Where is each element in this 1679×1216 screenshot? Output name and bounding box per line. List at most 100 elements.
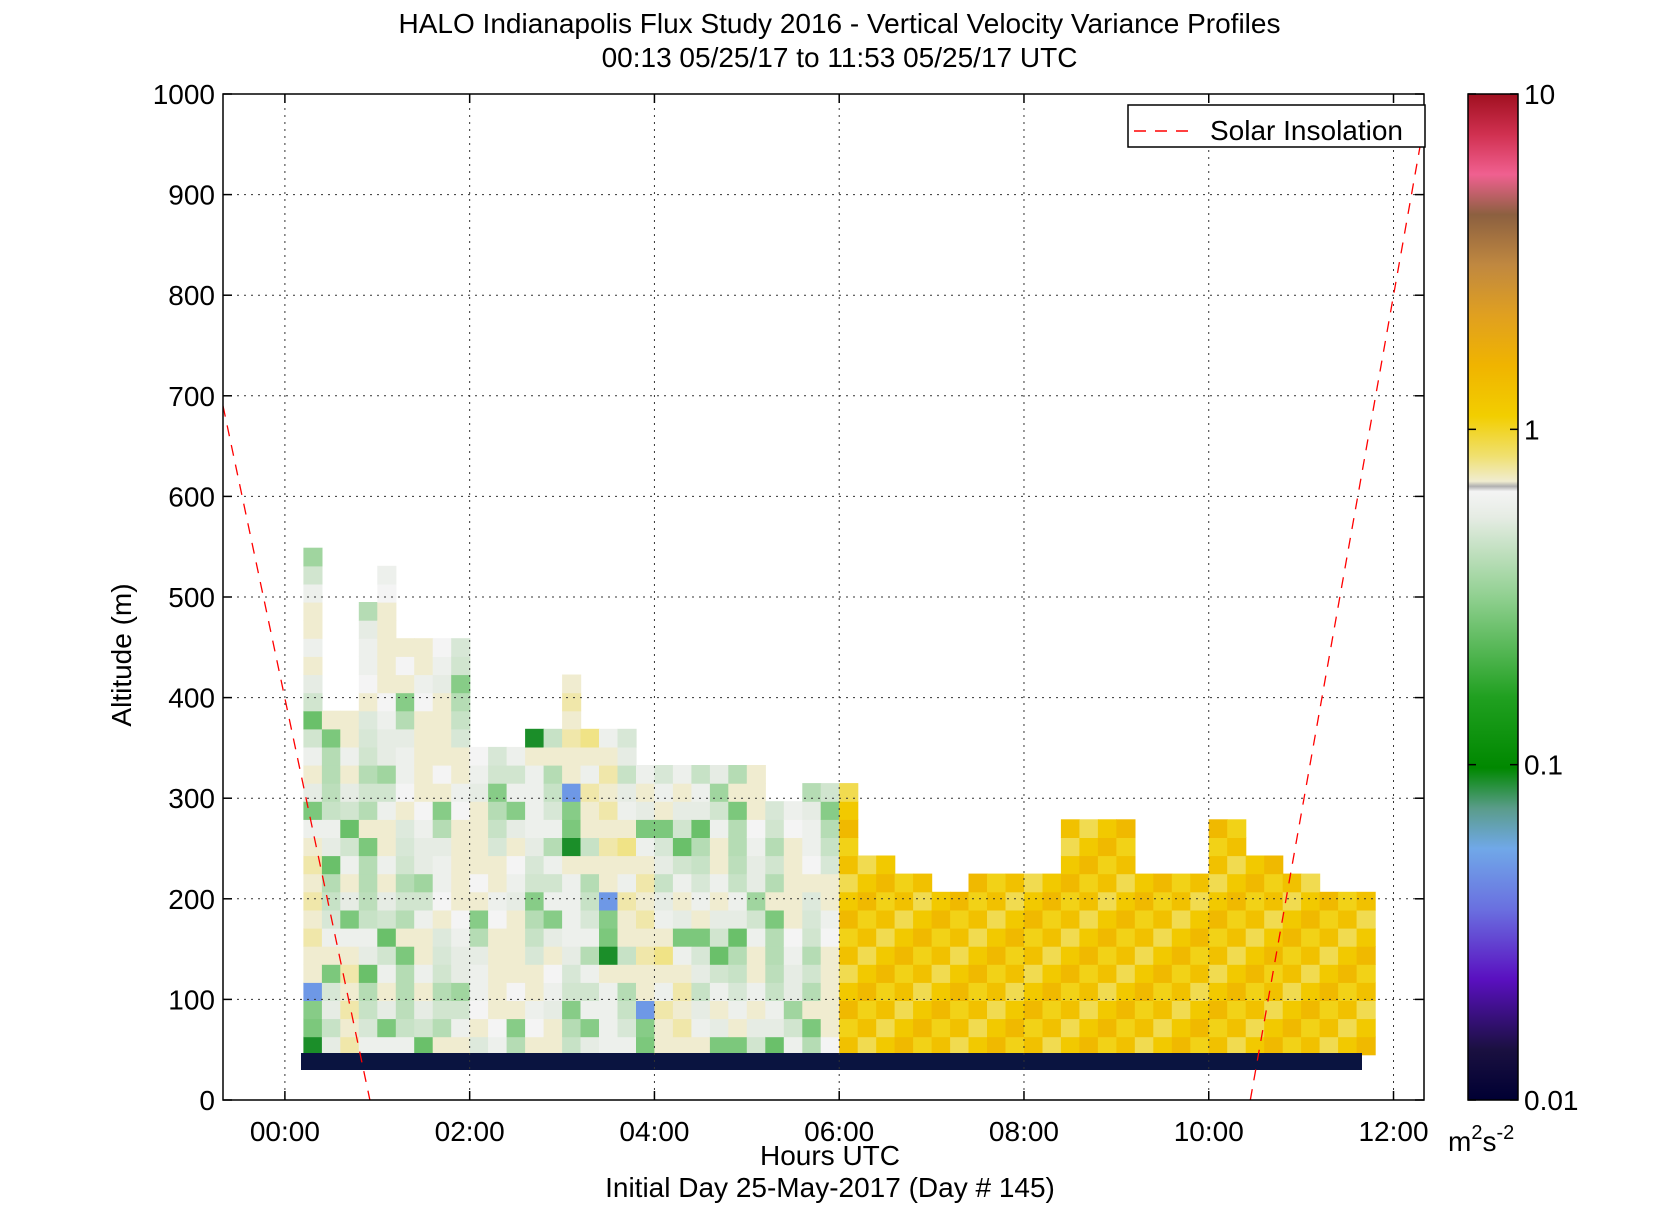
heatmap-cell	[968, 1036, 988, 1056]
heatmap-cell	[377, 1018, 397, 1038]
heatmap-cell	[562, 946, 582, 965]
heatmap-cell	[857, 891, 877, 911]
heatmap-cell	[1116, 891, 1136, 911]
heatmap-cell	[580, 801, 600, 820]
heatmap-cell	[395, 783, 415, 802]
solar-insolation-line	[223, 124, 1424, 1100]
heatmap-cell	[820, 909, 840, 929]
heatmap-cell	[303, 928, 323, 947]
heatmap-cell	[617, 891, 637, 911]
colorbar: 0.01 0.1 1 10 m2s-2	[1448, 79, 1579, 1157]
heatmap-cell	[321, 1036, 341, 1056]
heatmap-cell	[857, 928, 877, 947]
heatmap-cell	[414, 928, 434, 947]
heatmap-cell	[839, 837, 859, 857]
heatmap-cell	[506, 928, 526, 947]
heatmap-cell	[820, 801, 840, 820]
heatmap-cell	[1208, 909, 1228, 929]
heatmap-cell	[654, 909, 674, 929]
heatmap-cell	[839, 982, 859, 1001]
heatmap-cell	[728, 1000, 748, 1020]
heatmap-cell	[802, 946, 822, 965]
heatmap-cell	[1319, 964, 1339, 983]
heatmap-cell	[488, 783, 508, 802]
heatmap-cell	[783, 873, 803, 893]
heatmap-cell	[321, 946, 341, 965]
heatmap-cell	[728, 891, 748, 911]
heatmap-cell	[728, 855, 748, 875]
heatmap-cell	[746, 873, 766, 893]
heatmap-cell	[636, 1018, 656, 1038]
heatmap-cell	[636, 873, 656, 893]
heatmap-cell	[636, 1000, 656, 1020]
heatmap-cell	[562, 710, 582, 730]
heatmap-cell	[506, 801, 526, 820]
heatmap-cell	[562, 692, 582, 712]
heatmap-cell	[765, 819, 785, 838]
heatmap-cell	[377, 946, 397, 965]
heatmap-cell	[599, 1036, 619, 1056]
heatmap-cell	[1245, 873, 1265, 893]
heatmap-cell	[1060, 837, 1080, 857]
heatmap-cell	[1153, 891, 1173, 911]
heatmap-cell	[1060, 891, 1080, 911]
heatmap-cell	[783, 1018, 803, 1038]
heatmap-cell	[1282, 982, 1302, 1001]
heatmap-cell	[1060, 819, 1080, 838]
heatmap-cell	[1190, 1036, 1210, 1056]
heatmap-cell	[1060, 982, 1080, 1001]
heatmap-cell	[1097, 909, 1117, 929]
heatmap-cell	[1190, 1000, 1210, 1020]
heatmap-cell	[987, 946, 1007, 965]
heatmap-cell	[1097, 982, 1117, 1001]
heatmap-cell	[358, 746, 378, 766]
heatmap-cell	[414, 946, 434, 965]
heatmap-cell	[414, 801, 434, 820]
heatmap-cell	[340, 1018, 360, 1038]
heatmap-cell	[987, 1018, 1007, 1038]
heatmap-cell	[506, 1000, 526, 1020]
heatmap-cell	[358, 855, 378, 875]
heatmap-cell	[1097, 891, 1117, 911]
colorbar-gradient	[1467, 93, 1519, 1101]
heatmap-cell	[303, 964, 323, 983]
heatmap-cell	[1153, 873, 1173, 893]
heatmap-cell	[451, 819, 471, 838]
heatmap-cell	[525, 873, 545, 893]
heatmap-cell	[358, 946, 378, 965]
heatmap-cell	[839, 783, 859, 802]
heatmap-cell	[709, 873, 729, 893]
heatmap-cell	[395, 946, 415, 965]
heatmap-cell	[709, 946, 729, 965]
heatmap-cell	[432, 891, 452, 911]
heatmap-cell	[580, 819, 600, 838]
heatmap-cell	[599, 746, 619, 766]
heatmap-cell	[580, 765, 600, 784]
heatmap-cell	[414, 819, 434, 838]
heatmap-cell	[543, 928, 563, 947]
heatmap-cell	[488, 837, 508, 857]
heatmap-cell	[599, 909, 619, 929]
heatmap-cell	[931, 1018, 951, 1038]
heatmap-cell	[839, 1018, 859, 1038]
heatmap-cell	[340, 837, 360, 857]
heatmap-cell	[672, 964, 692, 983]
heatmap-cell	[894, 982, 914, 1001]
heatmap-cell	[432, 674, 452, 694]
heatmap-cell	[599, 819, 619, 838]
heatmap-cell	[1208, 819, 1228, 838]
heatmap-cell	[765, 1000, 785, 1020]
y-tick-label: 1000	[153, 79, 215, 110]
heatmap-cell	[340, 783, 360, 802]
heatmap-cell	[1264, 873, 1284, 893]
heatmap-cell	[728, 765, 748, 784]
heatmap-cell	[488, 801, 508, 820]
heatmap-cell	[303, 873, 323, 893]
heatmap-cell	[303, 855, 323, 875]
heatmap-cell	[1245, 891, 1265, 911]
heatmap-cell	[839, 964, 859, 983]
heatmap-cell	[950, 1000, 970, 1020]
heatmap-cell	[617, 1018, 637, 1038]
heatmap-cell	[599, 728, 619, 748]
heatmap-cell	[1097, 1036, 1117, 1056]
